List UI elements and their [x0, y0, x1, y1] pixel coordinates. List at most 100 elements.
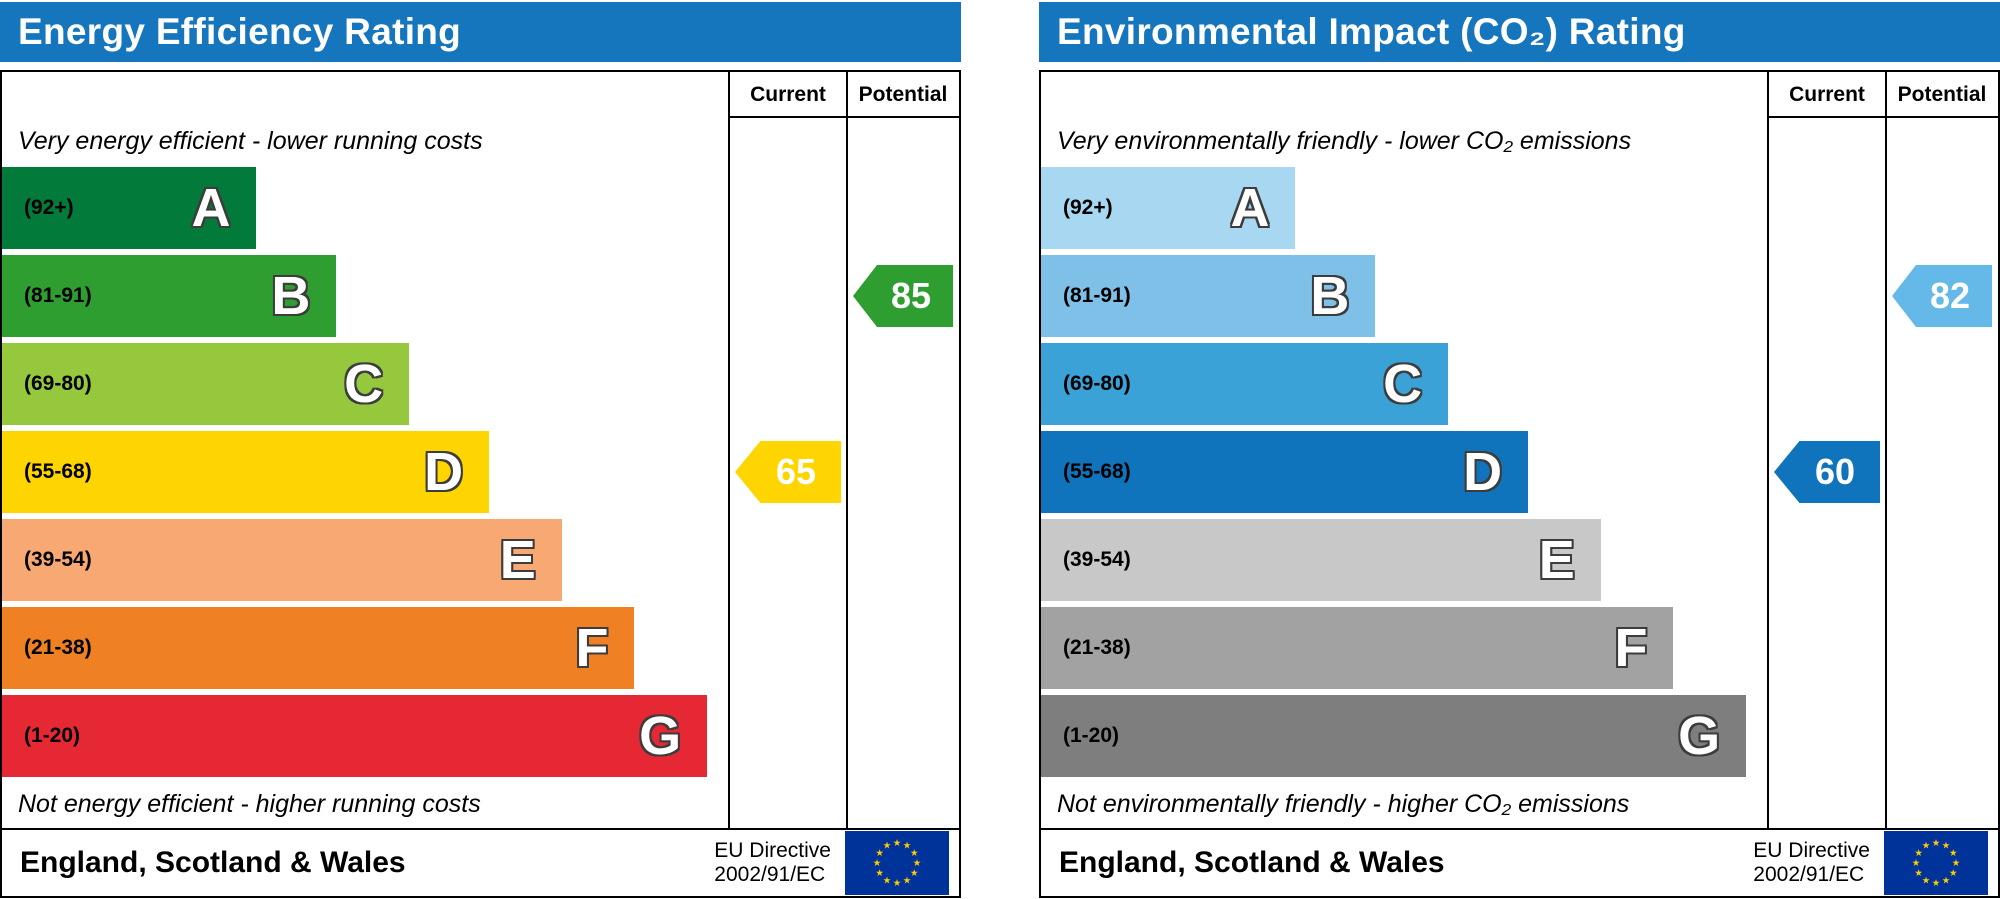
band-range-label: (92+): [1063, 196, 1113, 219]
svg-text:★: ★: [883, 841, 892, 852]
band-letter: G: [639, 706, 682, 766]
chart-frame: Current Potential Very environmentally f…: [1039, 70, 2000, 898]
svg-text:★: ★: [875, 868, 884, 879]
svg-text:★: ★: [1932, 838, 1941, 849]
band-letter: B: [271, 266, 311, 326]
band-range-label: (1-20): [24, 724, 81, 747]
grid-divider: [1767, 72, 1769, 828]
svg-text:★: ★: [1914, 868, 1923, 879]
band-row-e: (39-54) E: [1041, 516, 1768, 604]
band-d-bar: (55-68) D: [1041, 431, 1529, 513]
band-b-bar: (81-91) B: [1041, 255, 1376, 337]
svg-text:★: ★: [903, 875, 912, 886]
band-range-label: (1-20): [1063, 724, 1120, 747]
current-rating-value: 65: [775, 451, 817, 492]
svg-text:★: ★: [1932, 878, 1941, 889]
band-f-bar: (21-38) F: [2, 607, 635, 689]
band-b-bar: (81-91) B: [2, 255, 337, 337]
band-e-bar: (39-54) E: [2, 519, 562, 601]
svg-text:★: ★: [1952, 858, 1961, 869]
band-c-bar: (69-80) C: [2, 343, 410, 425]
potential-column-header: Potential: [858, 83, 948, 106]
eu-directive-line2: 2002/91/EC: [714, 863, 826, 886]
rating-scale-grid: Current Potential Very environmentally f…: [1041, 72, 1998, 828]
top-caption: Very energy efficient - lower running co…: [18, 126, 483, 155]
band-row-g: (1-20) G: [2, 692, 729, 780]
svg-text:★: ★: [1942, 875, 1951, 886]
region-label: England, Scotland & Wales: [1059, 846, 1445, 879]
chart-frame: Current Potential Very energy efficient …: [0, 70, 961, 898]
grid-divider: [846, 72, 848, 828]
band-d-bar: (55-68) D: [2, 431, 490, 513]
band-letter: D: [424, 442, 464, 502]
band-letter: F: [1614, 618, 1648, 678]
svg-text:★: ★: [910, 868, 919, 879]
band-letter: A: [1230, 178, 1270, 238]
band-letter: D: [1463, 442, 1503, 502]
svg-text:★: ★: [1914, 848, 1923, 859]
chart-title-bar: Environmental Impact (CO₂) Rating: [1039, 2, 2000, 62]
band-row-d: (55-68) D: [2, 428, 729, 516]
band-range-label: (21-38): [24, 636, 92, 659]
band-g-bar: (1-20) G: [2, 695, 708, 777]
band-row-f: (21-38) F: [2, 604, 729, 692]
energy-efficiency-rating-chart: Energy Efficiency Rating Current Potenti…: [0, 2, 961, 898]
grid-divider: [1885, 72, 1887, 828]
band-range-label: (55-68): [1063, 460, 1131, 483]
header-underline: [729, 116, 959, 118]
chart-footer: England, Scotland & Wales EU Directive 2…: [1041, 828, 1998, 896]
svg-text:★: ★: [1949, 848, 1958, 859]
eu-directive-line1: EU Directive: [714, 838, 831, 862]
potential-column-header: Potential: [1897, 83, 1987, 106]
band-range-label: (69-80): [24, 372, 92, 395]
current-column-header: Current: [750, 83, 826, 106]
svg-text:★: ★: [1942, 841, 1951, 852]
eu-directive-label: EU Directive 2002/91/EC: [714, 839, 831, 887]
svg-text:★: ★: [873, 858, 882, 869]
potential-rating-arrow: 85: [853, 265, 953, 327]
potential-rating-value: 82: [1929, 275, 1971, 316]
band-letter: B: [1310, 266, 1350, 326]
band-letter: F: [575, 618, 609, 678]
svg-text:★: ★: [1922, 875, 1931, 886]
band-letter: E: [499, 530, 536, 590]
svg-text:★: ★: [883, 875, 892, 886]
band-range-label: (69-80): [1063, 372, 1131, 395]
band-range-label: (39-54): [24, 548, 92, 571]
eu-flag-icon: ★ ★★ ★★★ ★★★ ★★★: [1884, 831, 1988, 895]
band-letter: C: [1383, 354, 1423, 414]
band-range-label: (92+): [24, 196, 74, 219]
band-row-b: (81-91) B: [1041, 252, 1768, 340]
grid-divider: [728, 72, 730, 828]
rating-scale-grid: Current Potential Very energy efficient …: [2, 72, 959, 828]
band-range-label: (21-38): [1063, 636, 1131, 659]
svg-text:★: ★: [893, 878, 902, 889]
current-rating-value: 60: [1814, 451, 1856, 492]
bottom-caption: Not environmentally friendly - higher CO…: [1057, 789, 1630, 818]
band-f-bar: (21-38) F: [1041, 607, 1674, 689]
band-row-a: (92+) A: [1041, 164, 1768, 252]
current-column-header: Current: [1789, 83, 1865, 106]
svg-text:★: ★: [1912, 858, 1921, 869]
region-label: England, Scotland & Wales: [20, 846, 406, 879]
eu-directive-line2: 2002/91/EC: [1753, 863, 1865, 886]
header-underline: [1768, 116, 1998, 118]
chart-title-bar: Energy Efficiency Rating: [0, 2, 961, 62]
band-g-bar: (1-20) G: [1041, 695, 1747, 777]
band-letter: A: [191, 178, 231, 238]
band-row-a: (92+) A: [2, 164, 729, 252]
svg-text:★: ★: [1949, 868, 1958, 879]
top-caption: Very environmentally friendly - lower CO…: [1057, 126, 1632, 155]
svg-text:★: ★: [875, 848, 884, 859]
band-e-bar: (39-54) E: [1041, 519, 1601, 601]
current-rating-arrow: 65: [735, 441, 841, 503]
svg-text:★: ★: [913, 858, 922, 869]
svg-text:★: ★: [903, 841, 912, 852]
chart-footer: England, Scotland & Wales EU Directive 2…: [2, 828, 959, 896]
band-letter: E: [1538, 530, 1575, 590]
potential-rating-value: 85: [890, 275, 932, 316]
band-letter: C: [344, 354, 384, 414]
potential-rating-arrow: 82: [1892, 265, 1992, 327]
eu-directive-line1: EU Directive: [1753, 838, 1870, 862]
band-row-g: (1-20) G: [1041, 692, 1768, 780]
